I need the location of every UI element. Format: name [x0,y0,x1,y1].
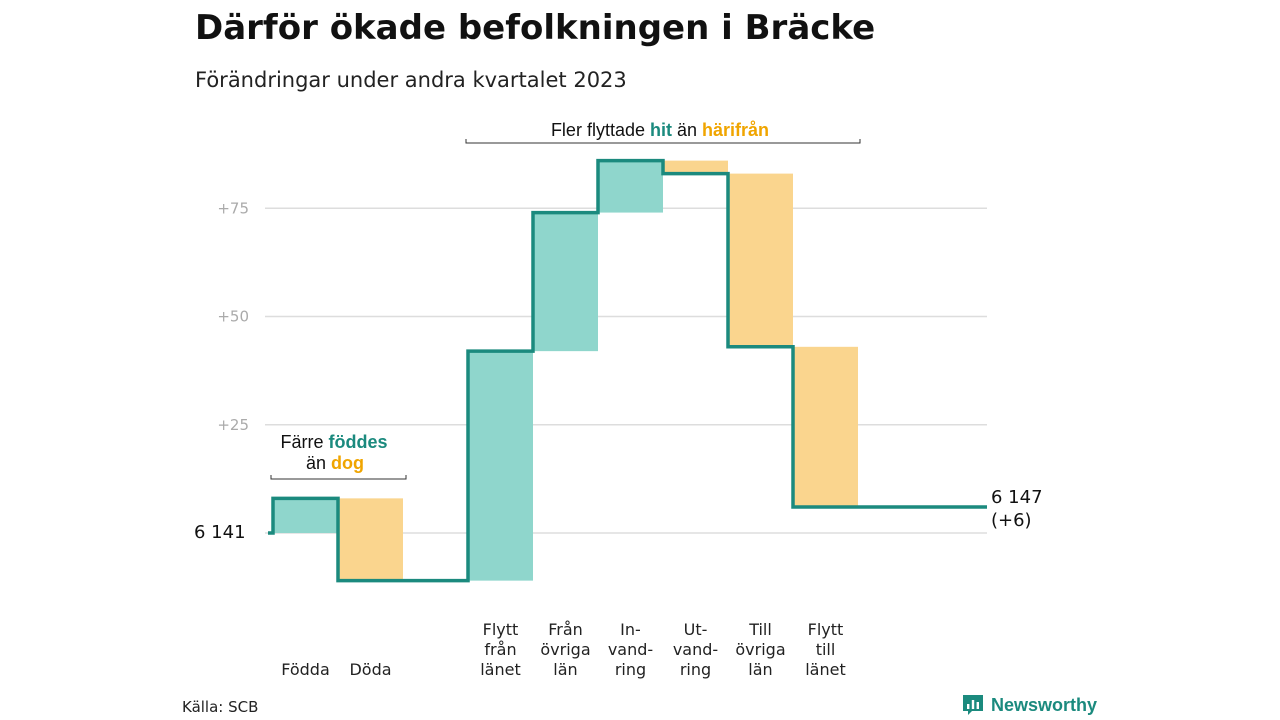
annotation-births-bracket [270,475,407,480]
step-line-layer [268,158,987,583]
labels: +25 +50 +75 Födda Döda Flytt från länet Från övri… [194,199,1043,679]
waterfall-bar [468,351,533,581]
waterfall-bar [273,498,338,533]
category-label: Från övriga län [540,620,590,679]
brand-logo: Newsworthy [961,693,1097,717]
cumulative-step-line [268,158,987,583]
y-tick-label: +25 [217,416,249,434]
category-label: Till övriga län [735,620,785,679]
brand-name: Newsworthy [991,694,1098,715]
waterfall-bar [663,160,728,174]
category-label: Flytt till länet [805,620,846,679]
waterfall-bar [728,173,793,347]
y-tick-label: +75 [217,199,249,217]
start-value-label: 6 141 [194,522,246,543]
waterfall-bar [338,498,403,581]
category-label: Döda [349,660,391,679]
y-tick-label: +50 [217,308,249,326]
chart-subtitle: Förändringar under andra kvartalet 2023 [195,68,627,92]
category-label: In-vand-ring [608,620,653,679]
category-label: Födda [281,660,330,679]
waterfall-bar [533,212,598,352]
waterfall-bar [793,346,858,508]
annotation-migration: Fler flyttade hit än härifrån [551,120,769,140]
newsworthy-icon [963,695,983,715]
annotation-births-line1: Färre föddes [280,432,387,452]
bars [273,160,858,581]
source-note: Källa: SCB [182,698,259,716]
category-label: Flytt från länet [480,620,521,679]
annotation-migration-bracket [465,139,861,144]
grid-lines [265,207,987,534]
waterfall-bar [598,160,663,213]
category-label: Ut-vand-ring [673,620,718,679]
annotation-births-line2: än dog [306,453,364,473]
end-change-label: (+6) [991,510,1032,531]
chart-title: Därför ökade befolkningen i Bräcke [195,8,876,48]
end-value-label: 6 147 [991,487,1043,508]
